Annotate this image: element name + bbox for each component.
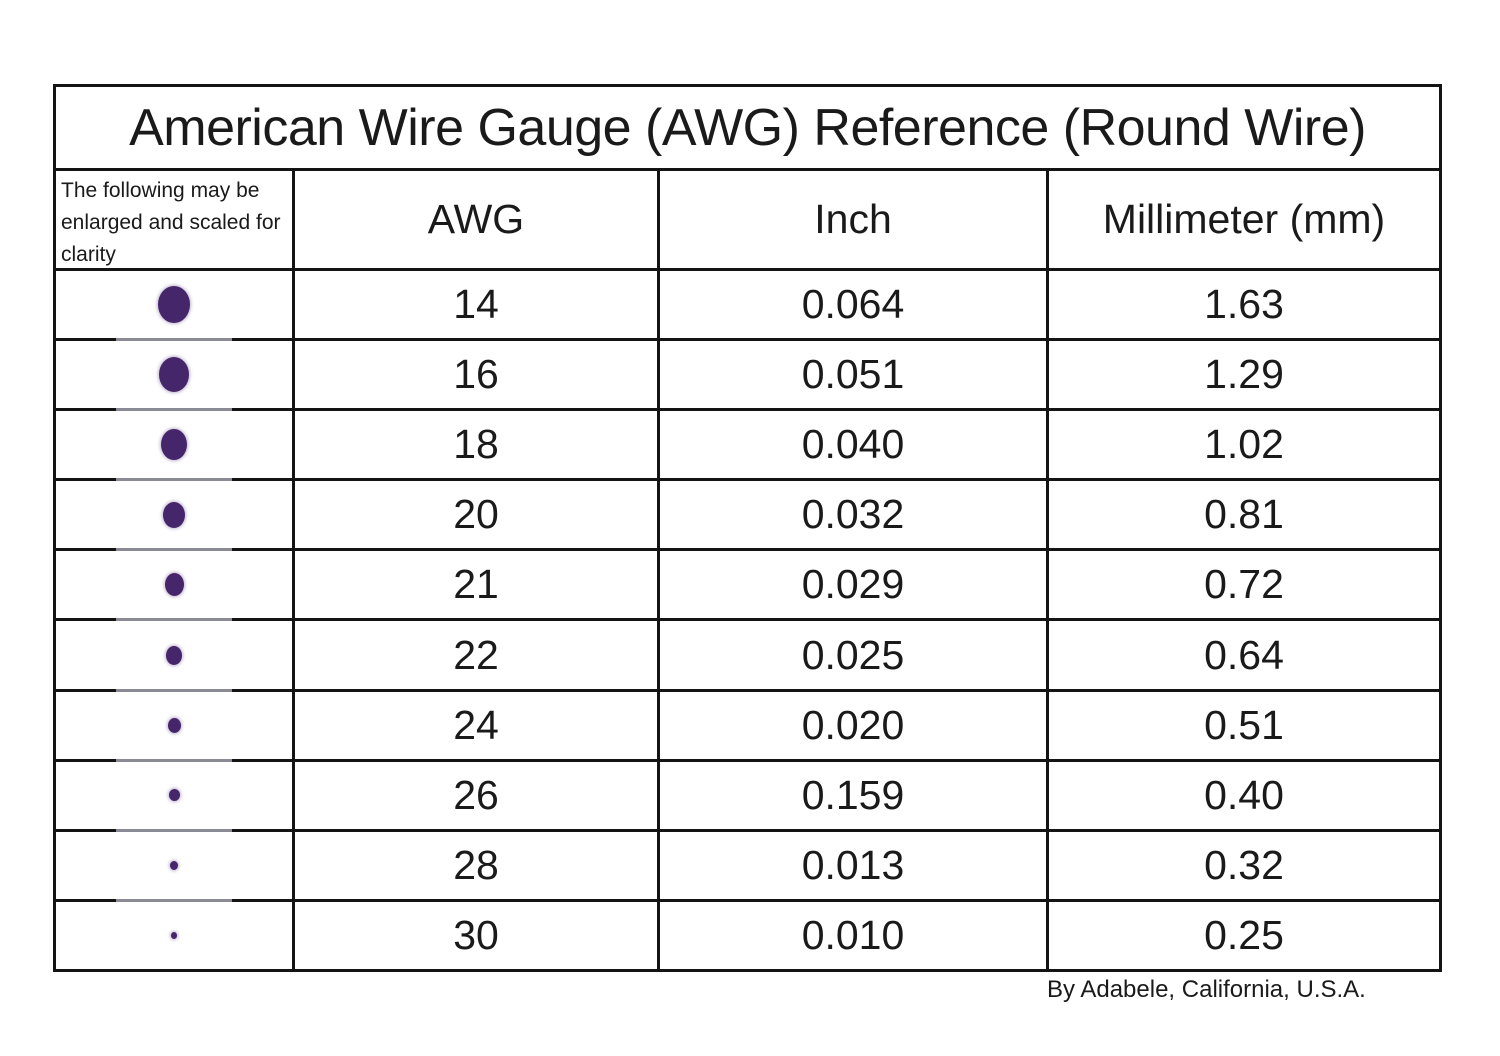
credit-line: By Adabele, California, U.S.A. xyxy=(1047,976,1366,1003)
page-title: American Wire Gauge (AWG) Reference (Rou… xyxy=(129,98,1366,157)
table-row: 22 0.025 0.64 xyxy=(56,621,1439,692)
awg-cell: 26 xyxy=(295,761,660,829)
wire-dot-icon xyxy=(161,429,187,461)
inch-cell: 0.013 xyxy=(660,831,1049,899)
dot-underline-rule xyxy=(116,688,232,692)
title-row: American Wire Gauge (AWG) Reference (Rou… xyxy=(56,87,1439,171)
note-text: The following may be enlarged and scaled… xyxy=(61,175,281,271)
table-row: 14 0.064 1.63 xyxy=(56,271,1439,342)
wire-dot-icon xyxy=(171,931,177,939)
inch-cell: 0.025 xyxy=(660,621,1049,689)
dot-cell xyxy=(56,761,295,832)
mm-cell: 0.51 xyxy=(1204,701,1284,748)
inch-cell: 0.051 xyxy=(660,341,1049,409)
wire-dot-icon xyxy=(163,501,185,528)
mm-cell: 0.72 xyxy=(1204,561,1284,608)
dot-underline-rule xyxy=(116,898,232,902)
dot-underline-rule xyxy=(116,338,232,342)
dot-underline-rule xyxy=(116,758,232,762)
mm-cell: 0.81 xyxy=(1204,491,1284,538)
inch-cell: 0.040 xyxy=(660,411,1049,479)
dot-cell xyxy=(56,481,295,552)
note-line-3: clarity xyxy=(61,242,116,266)
table-row: 20 0.032 0.81 xyxy=(56,481,1439,552)
dot-underline-rule xyxy=(116,618,232,622)
awg-cell: 22 xyxy=(295,621,660,689)
dot-underline-rule xyxy=(116,548,232,552)
dot-cell xyxy=(56,621,295,692)
mm-cell: 0.25 xyxy=(1204,911,1284,958)
dot-cell xyxy=(56,341,295,412)
table-row: 28 0.013 0.32 xyxy=(56,831,1439,902)
note-line-2: enlarged and scaled for xyxy=(61,210,281,234)
dot-cell xyxy=(56,271,295,342)
table-row: 30 0.010 0.25 xyxy=(56,901,1439,969)
table-row: 21 0.029 0.72 xyxy=(56,551,1439,622)
table-row: 24 0.020 0.51 xyxy=(56,691,1439,762)
inch-cell: 0.064 xyxy=(660,271,1049,339)
table-row: 26 0.159 0.40 xyxy=(56,761,1439,832)
mm-cell: 1.02 xyxy=(1204,421,1284,468)
wire-dot-icon xyxy=(168,789,180,802)
note-line-1: The following may be xyxy=(61,179,260,202)
awg-cell: 28 xyxy=(295,831,660,899)
header-row: The following may be enlarged and scaled… xyxy=(56,171,1439,271)
wire-dot-icon xyxy=(170,860,178,870)
dot-underline-rule xyxy=(116,478,232,482)
awg-cell: 14 xyxy=(295,271,660,339)
awg-cell: 16 xyxy=(295,341,660,409)
awg-cell: 30 xyxy=(295,901,660,969)
inch-cell: 0.010 xyxy=(660,901,1049,969)
awg-reference-table: American Wire Gauge (AWG) Reference (Rou… xyxy=(53,84,1442,972)
mm-cell: 1.63 xyxy=(1204,281,1284,328)
table-row: 18 0.040 1.02 xyxy=(56,411,1439,482)
awg-cell: 20 xyxy=(295,481,660,549)
dot-cell xyxy=(56,901,295,969)
dot-cell xyxy=(56,691,295,762)
column-header-awg: AWG xyxy=(295,171,660,268)
dot-cell xyxy=(56,411,295,482)
awg-cell: 18 xyxy=(295,411,660,479)
dot-underline-rule xyxy=(116,408,232,412)
mm-cell: 1.29 xyxy=(1204,351,1284,398)
note-cell: The following may be enlarged and scaled… xyxy=(56,171,295,268)
dot-cell xyxy=(56,551,295,622)
wire-dot-icon xyxy=(167,717,181,733)
table-row: 16 0.051 1.29 xyxy=(56,341,1439,412)
dot-underline-rule xyxy=(116,828,232,832)
dot-cell xyxy=(56,831,295,902)
column-header-inch: Inch xyxy=(660,171,1049,268)
mm-cell: 0.40 xyxy=(1204,771,1284,818)
inch-cell: 0.032 xyxy=(660,481,1049,549)
inch-cell: 0.159 xyxy=(660,761,1049,829)
awg-cell: 24 xyxy=(295,691,660,759)
inch-cell: 0.029 xyxy=(660,551,1049,619)
mm-cell: 0.64 xyxy=(1204,631,1284,678)
column-header-mm: Millimeter (mm) xyxy=(1102,196,1386,242)
wire-dot-icon xyxy=(159,357,189,393)
wire-dot-icon xyxy=(158,286,190,324)
wire-dot-icon xyxy=(164,573,184,597)
awg-cell: 21 xyxy=(295,551,660,619)
wire-dot-icon xyxy=(166,645,182,665)
inch-cell: 0.020 xyxy=(660,691,1049,759)
mm-cell: 0.32 xyxy=(1204,841,1284,888)
